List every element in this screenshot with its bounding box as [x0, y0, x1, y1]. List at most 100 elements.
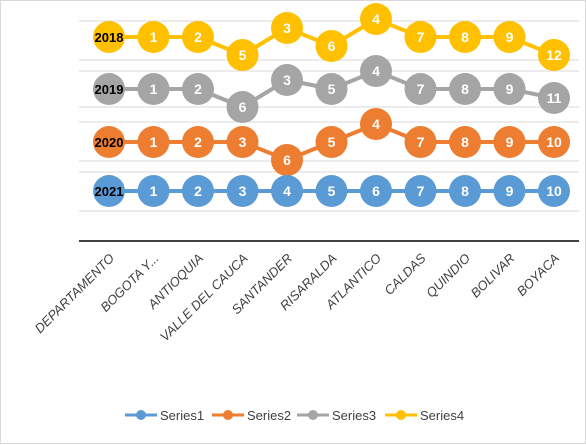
data-label: 7: [417, 81, 425, 97]
data-label: 6: [283, 152, 291, 168]
data-label: 4: [372, 116, 380, 132]
data-label: 2: [194, 29, 202, 45]
data-label: 1: [150, 29, 158, 45]
data-label: 10: [546, 134, 562, 150]
data-point: [315, 175, 348, 207]
data-point: [449, 73, 481, 105]
data-point: [137, 175, 170, 207]
data-point: [538, 82, 570, 114]
data-label: 1: [150, 81, 158, 97]
data-point: [538, 175, 570, 207]
data-point: [538, 126, 570, 158]
data-label: 8: [461, 81, 469, 97]
data-point: [93, 73, 125, 105]
legend-item-series4: Series4: [385, 408, 464, 423]
data-point: [137, 73, 170, 105]
data-point: [271, 64, 303, 96]
data-label: 8: [461, 134, 469, 150]
data-point: [315, 126, 348, 158]
data-point: [137, 21, 170, 53]
data-label: 2: [194, 134, 202, 150]
data-point: [226, 39, 259, 71]
series-year-label: 2019: [95, 82, 124, 97]
legend-marker: [223, 410, 233, 420]
data-label: 8: [461, 183, 469, 199]
data-point: [360, 175, 392, 207]
data-label: 7: [417, 183, 425, 199]
data-point: [182, 175, 214, 207]
legend-item-series3: Series3: [297, 408, 376, 423]
data-label: 3: [283, 72, 291, 88]
data-label: 2: [194, 183, 202, 199]
data-point: [93, 175, 125, 207]
data-label: 1: [150, 183, 158, 199]
data-point: [404, 21, 437, 53]
data-point: [271, 12, 303, 44]
data-point: [93, 21, 125, 53]
data-label: 4: [372, 63, 380, 79]
data-point: [538, 39, 570, 71]
data-point: [493, 73, 526, 105]
legend-item-series2: Series2: [212, 408, 291, 423]
legend-marker: [396, 410, 406, 420]
category-label: BOLIVAR: [468, 251, 518, 301]
data-point: [137, 126, 170, 158]
data-point: [404, 126, 437, 158]
legend-marker: [308, 410, 318, 420]
data-point: [182, 73, 214, 105]
category-label: CALDAS: [381, 250, 429, 298]
data-point: [449, 175, 481, 207]
category-label: BOYACA: [514, 251, 562, 299]
data-label: 4: [283, 183, 291, 199]
data-label: 6: [328, 38, 336, 54]
legend: Series1 Series2 Series3 Series4: [125, 408, 464, 423]
data-point: [226, 91, 259, 123]
data-point: [226, 126, 259, 158]
data-label: 9: [506, 134, 514, 150]
data-point: [360, 3, 392, 35]
data-label: 5: [328, 183, 336, 199]
legend-label: Series4: [420, 408, 464, 423]
series-year-label: 2020: [95, 135, 124, 150]
data-label: 7: [417, 134, 425, 150]
data-point: [93, 126, 125, 158]
data-point: [226, 175, 259, 207]
data-point: [493, 175, 526, 207]
data-label: 9: [506, 29, 514, 45]
data-point: [271, 144, 303, 176]
data-point: [315, 30, 348, 62]
data-label: 4: [372, 11, 380, 27]
legend-label: Series3: [332, 408, 376, 423]
data-label: 3: [283, 20, 291, 36]
legend-marker: [136, 410, 146, 420]
category-label: QUINDIO: [423, 251, 473, 301]
data-point: [315, 73, 348, 105]
data-point: [449, 21, 481, 53]
legend-item-series1: Series1: [125, 408, 204, 423]
legend-label: Series1: [160, 408, 204, 423]
data-label: 3: [239, 134, 247, 150]
data-label: 5: [328, 134, 336, 150]
data-label: 5: [239, 47, 247, 63]
data-label: 5: [328, 81, 336, 97]
data-point: [404, 73, 437, 105]
legend-label: Series2: [247, 408, 291, 423]
data-label: 9: [506, 183, 514, 199]
data-point: [271, 175, 303, 207]
data-label: 8: [461, 29, 469, 45]
data-label: 2: [194, 81, 202, 97]
data-point: [182, 21, 214, 53]
data-point: [449, 126, 481, 158]
data-label: 12: [546, 47, 562, 63]
category-label: DEPARTAMENTO: [32, 251, 118, 337]
data-label: 10: [546, 183, 562, 199]
gridlines: [79, 20, 579, 242]
data-label: 6: [239, 99, 247, 115]
data-label: 11: [547, 90, 562, 106]
data-label: 3: [239, 183, 247, 199]
